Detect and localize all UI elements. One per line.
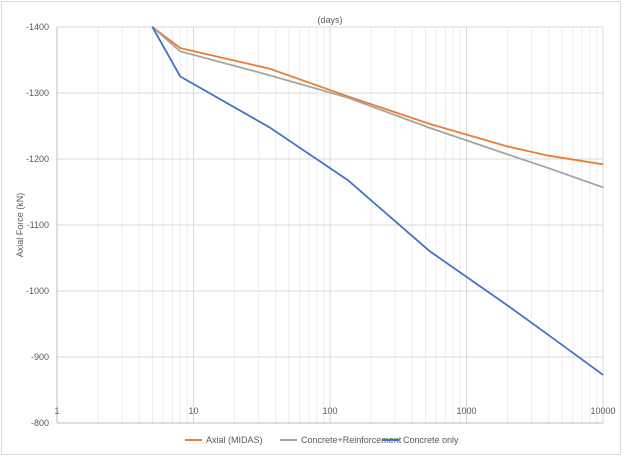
- legend-label-axial-midas: Axial (MIDAS): [206, 435, 263, 445]
- y-tick-label: -1300: [26, 88, 49, 98]
- data-point-concrete-reinforcement: [429, 127, 431, 129]
- y-tick-label: -1100: [27, 220, 49, 230]
- data-point-concrete-only: [268, 126, 270, 128]
- y-tick-label: -1400: [26, 22, 49, 32]
- data-point-concrete-only: [507, 304, 509, 307]
- y-axis-label: Axial Force (kN): [15, 193, 25, 258]
- series-lines: [151, 26, 604, 376]
- data-point-concrete-only: [179, 75, 181, 78]
- series-line-axial-midas: [151, 26, 604, 166]
- legend-label-concrete-only: Concrete only: [403, 435, 459, 445]
- x-tick-label: 1: [54, 406, 59, 416]
- x-tick-labels: 1 10 100 1000 10000: [54, 406, 615, 416]
- legend[interactable]: Axial (MIDAS) Concrete+Reinforcement Concr…: [185, 435, 459, 445]
- y-tick-label: -900: [31, 352, 49, 362]
- data-point-concrete-only: [602, 374, 604, 376]
- grid: [56, 26, 604, 424]
- series-line-concrete-reinforcement: [151, 26, 604, 189]
- data-point-concrete-reinforcement: [347, 97, 349, 99]
- legend-label-concrete-reinforcement: Concrete+Reinforcement: [301, 435, 402, 445]
- data-point-axial-midas: [429, 123, 431, 125]
- data-point-axial-midas: [179, 47, 181, 49]
- data-point-concrete-only: [347, 179, 349, 181]
- axes: [56, 27, 603, 424]
- chart-title: (days): [317, 15, 342, 25]
- data-point-concrete-reinforcement: [268, 74, 270, 76]
- data-point-axial-midas: [268, 68, 270, 70]
- data-point-axial-midas: [602, 163, 604, 165]
- y-tick-label: -1000: [26, 286, 49, 296]
- y-tick-labels: -1400 -1300 -1200 -1100 -1000 -900 -800: [26, 22, 49, 428]
- data-point-concrete-reinforcement: [548, 167, 550, 169]
- series-line-concrete-only: [151, 26, 604, 376]
- y-tick-label: -800: [31, 418, 49, 428]
- x-tick-label: 10000: [590, 406, 615, 416]
- data-point-concrete-reinforcement: [179, 50, 181, 53]
- data-point-concrete-reinforcement: [507, 153, 509, 155]
- y-tick-label: -1200: [26, 154, 49, 164]
- data-point-concrete-only: [429, 250, 431, 252]
- data-point-axial-midas: [548, 155, 550, 157]
- data-point-axial-midas: [507, 145, 509, 148]
- x-tick-label: 1000: [456, 406, 476, 416]
- data-point-concrete-reinforcement: [602, 186, 604, 188]
- data-point-concrete-only: [548, 334, 550, 336]
- data-point-concrete-only: [151, 26, 153, 28]
- x-tick-label: 100: [322, 406, 337, 416]
- x-tick-label: 10: [188, 406, 198, 416]
